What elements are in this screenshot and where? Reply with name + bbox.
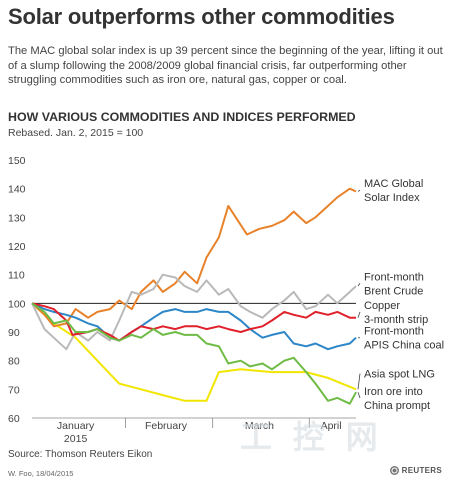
reuters-logo-icon <box>389 466 399 475</box>
series-label-leader <box>357 283 361 287</box>
series-line-front-month-apis-china-coal <box>31 302 357 351</box>
series-label: Front-month APIS China coal <box>364 326 444 352</box>
series-label-leader <box>357 311 361 318</box>
series-label: Copper 3-month strip <box>364 300 428 326</box>
y-tick-label: 70 <box>8 384 20 396</box>
y-tick-label: 80 <box>8 356 20 368</box>
y-tick-label: 120 <box>8 241 26 253</box>
series-line-asia-spot-lng <box>31 302 357 402</box>
credit-note: W. Foo, 18/04/2015 <box>8 469 74 478</box>
series-label-leader <box>357 189 361 192</box>
x-tick-label: March <box>245 420 274 432</box>
y-tick-label: 60 <box>8 413 20 425</box>
series-label-leader <box>357 373 361 390</box>
chart-subtitle: The MAC global solar index is up 39 perc… <box>8 45 443 86</box>
series-label-leader <box>357 392 361 399</box>
reuters-logo-text: REUTERS <box>401 466 442 475</box>
y-tick-label: 130 <box>8 212 26 224</box>
y-tick-label: 110 <box>8 270 25 282</box>
series-line-iron-ore-into-china-prompt <box>31 302 357 405</box>
series-line-front-month-brent-crude <box>31 273 357 351</box>
source-note: Source: Thomson Reuters Eikon <box>8 449 153 460</box>
x-tick-label: April <box>321 420 342 432</box>
x-tick-label: January 2015 <box>57 420 95 445</box>
reuters-logo: REUTERS <box>389 466 442 475</box>
series-label: Asia spot LNG <box>364 369 435 381</box>
series-line-mac-global-solar-index <box>31 187 357 328</box>
chart-title: Solar outperforms other commodities <box>8 4 395 29</box>
watermark: 工 控 网 <box>240 419 384 455</box>
series-label: Iron ore into China prompt <box>364 386 430 412</box>
y-tick-label: 150 <box>8 155 26 167</box>
chart-subheading: Rebased. Jan. 2, 2015 = 100 <box>8 127 144 139</box>
y-tick-label: 90 <box>8 327 20 339</box>
x-tick-label: February <box>145 420 188 432</box>
chart-heading: HOW VARIOUS COMMODITIES AND INDICES PERF… <box>8 110 356 124</box>
series-label: MAC Global Solar Index <box>364 178 423 204</box>
series-label: Front-month Brent Crude <box>364 271 424 297</box>
y-tick-label: 140 <box>8 184 26 196</box>
y-tick-label: 100 <box>8 298 26 310</box>
